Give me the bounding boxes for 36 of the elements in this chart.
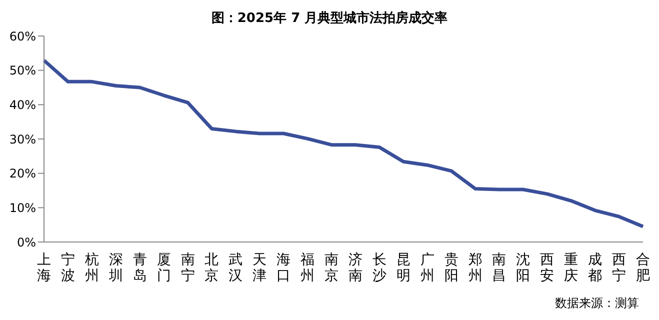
x-tick-label: 天津 bbox=[252, 252, 267, 284]
x-tick-label: 昆明 bbox=[396, 252, 410, 284]
x-tick-label: 南宁 bbox=[180, 252, 195, 284]
x-tick-label: 合肥 bbox=[636, 252, 650, 284]
x-tick-label: 长沙 bbox=[372, 252, 386, 284]
line-series bbox=[42, 58, 645, 228]
x-tick-label: 贵阳 bbox=[444, 252, 458, 284]
y-tick-label: 0% bbox=[16, 235, 36, 250]
y-tick-label: 10% bbox=[9, 200, 36, 215]
x-tick-label: 沈阳 bbox=[516, 252, 530, 284]
y-tick-label: 60% bbox=[9, 29, 36, 44]
x-tick-label: 上海 bbox=[37, 252, 51, 284]
x-tick-label: 福州 bbox=[300, 252, 315, 284]
source-note: 数据来源：测算 bbox=[555, 295, 639, 312]
x-tick-label: 北京 bbox=[204, 252, 219, 284]
x-tick-label: 青岛 bbox=[132, 252, 147, 284]
x-tick-label: 杭州 bbox=[84, 252, 99, 284]
x-tick-label: 西宁 bbox=[612, 252, 626, 284]
y-tick-label: 30% bbox=[9, 132, 36, 146]
x-tick-label: 济南 bbox=[348, 252, 362, 284]
y-tick-label: 20% bbox=[9, 166, 36, 181]
x-tick-label: 武汉 bbox=[228, 252, 243, 284]
y-tick-label: 40% bbox=[9, 98, 36, 112]
x-tick-label: 海口 bbox=[276, 252, 291, 284]
chart-title: 图：2025年 7 月典型城市法拍房成交率 bbox=[210, 10, 449, 28]
x-tick-label: 厦门 bbox=[156, 252, 171, 284]
y-tick-label: 50% bbox=[9, 64, 36, 78]
x-tick-label: 宁波 bbox=[60, 252, 75, 284]
x-tick-label: 西安 bbox=[540, 252, 554, 284]
x-tick-label: 南京 bbox=[324, 252, 339, 284]
x-tick-label: 重庆 bbox=[564, 252, 578, 284]
x-tick-label: 南昌 bbox=[492, 252, 506, 284]
x-tick-label: 成都 bbox=[588, 252, 602, 284]
x-tick-label: 广州 bbox=[420, 252, 434, 284]
x-tick-label: 郑州 bbox=[468, 252, 482, 284]
x-tick-label: 深圳 bbox=[108, 252, 123, 284]
